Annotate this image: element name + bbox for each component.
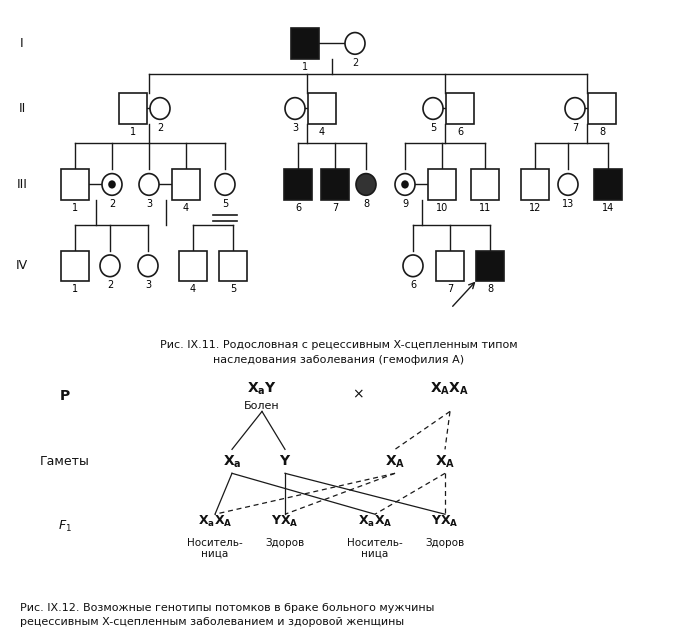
Bar — [476, 251, 504, 281]
Bar — [446, 93, 474, 123]
Text: 2: 2 — [109, 198, 115, 209]
Circle shape — [150, 98, 170, 120]
Text: Носитель-: Носитель- — [347, 538, 403, 548]
Text: Р: Р — [60, 389, 70, 403]
Text: $\mathbf{X_a}$: $\mathbf{X_a}$ — [222, 453, 241, 469]
Text: 8: 8 — [599, 127, 605, 137]
Text: рецессивным X-сцепленным заболеванием и здоровой женщины: рецессивным X-сцепленным заболеванием и … — [20, 617, 404, 627]
Text: 8: 8 — [487, 284, 493, 294]
Text: 7: 7 — [332, 203, 338, 213]
Bar — [291, 28, 319, 59]
Text: ница: ница — [201, 548, 228, 558]
Text: 1: 1 — [72, 203, 78, 213]
Circle shape — [108, 181, 116, 188]
Bar — [61, 169, 89, 200]
Text: 5: 5 — [230, 284, 236, 294]
Text: III: III — [16, 178, 27, 191]
Circle shape — [100, 255, 120, 277]
Text: $F_1$: $F_1$ — [58, 519, 72, 534]
Text: 3: 3 — [145, 280, 151, 290]
Text: 1: 1 — [72, 284, 78, 294]
Circle shape — [102, 174, 122, 195]
Text: 6: 6 — [457, 127, 463, 137]
Text: ница: ница — [361, 548, 388, 558]
Bar — [471, 169, 499, 200]
Text: 4: 4 — [319, 127, 325, 137]
Text: 8: 8 — [363, 198, 369, 209]
Text: Здоров: Здоров — [425, 538, 464, 548]
Text: 7: 7 — [572, 123, 578, 132]
Circle shape — [395, 174, 415, 195]
Text: 9: 9 — [402, 198, 408, 209]
Bar — [521, 169, 549, 200]
Circle shape — [345, 32, 365, 54]
Text: 5: 5 — [430, 123, 436, 132]
Circle shape — [565, 98, 585, 120]
Circle shape — [403, 255, 423, 277]
Text: 7: 7 — [447, 284, 453, 294]
Bar — [119, 93, 147, 123]
Text: 14: 14 — [602, 203, 614, 213]
Text: наследования заболевания (гемофилия А): наследования заболевания (гемофилия А) — [214, 355, 464, 365]
Bar — [594, 169, 622, 200]
Bar — [179, 251, 207, 281]
Text: Здоров: Здоров — [265, 538, 304, 548]
Circle shape — [356, 174, 376, 195]
Text: II: II — [18, 102, 26, 115]
Bar — [436, 251, 464, 281]
Bar — [172, 169, 200, 200]
Text: 5: 5 — [222, 198, 228, 209]
Text: 4: 4 — [183, 203, 189, 213]
Text: $\mathbf{X_A}$: $\mathbf{X_A}$ — [435, 453, 455, 469]
Text: I: I — [20, 37, 24, 50]
Text: Болен: Болен — [244, 401, 280, 411]
Text: $\mathbf{Y}$: $\mathbf{Y}$ — [279, 454, 291, 468]
Text: $\mathbf{X_aY}$: $\mathbf{X_aY}$ — [247, 380, 277, 397]
Text: $\mathbf{YX_A}$: $\mathbf{YX_A}$ — [271, 514, 299, 529]
Text: 2: 2 — [352, 57, 358, 67]
Bar — [321, 169, 349, 200]
Text: Носитель-: Носитель- — [187, 538, 243, 548]
Text: ×: × — [352, 387, 364, 401]
Text: 2: 2 — [157, 123, 163, 132]
Text: Рис. IX.11. Родословная с рецессивным X-сцепленным типом: Рис. IX.11. Родословная с рецессивным X-… — [160, 340, 518, 350]
Text: Рис. IX.12. Возможные генотипы потомков в браке больного мужчины: Рис. IX.12. Возможные генотипы потомков … — [20, 603, 435, 613]
Text: $\mathbf{X_aX_A}$: $\mathbf{X_aX_A}$ — [198, 514, 233, 529]
Circle shape — [215, 174, 235, 195]
Text: 13: 13 — [562, 198, 574, 209]
Text: 4: 4 — [190, 284, 196, 294]
Bar — [219, 251, 247, 281]
Text: 10: 10 — [436, 203, 448, 213]
Text: 1: 1 — [130, 127, 136, 137]
Text: $\mathbf{X_AX_A}$: $\mathbf{X_AX_A}$ — [431, 380, 470, 397]
Text: 3: 3 — [292, 123, 298, 132]
Text: IV: IV — [16, 259, 28, 272]
Circle shape — [138, 255, 158, 277]
Text: $\mathbf{X_A}$: $\mathbf{X_A}$ — [385, 453, 405, 469]
Circle shape — [401, 181, 409, 188]
Circle shape — [285, 98, 305, 120]
Text: 2: 2 — [107, 280, 113, 290]
Text: $\mathbf{X_aX_A}$: $\mathbf{X_aX_A}$ — [358, 514, 393, 529]
Circle shape — [423, 98, 443, 120]
Circle shape — [139, 174, 159, 195]
Text: 1: 1 — [302, 62, 308, 72]
Bar — [308, 93, 336, 123]
Text: 12: 12 — [529, 203, 541, 213]
Circle shape — [558, 174, 578, 195]
Text: 11: 11 — [479, 203, 491, 213]
Text: 6: 6 — [410, 280, 416, 290]
Bar — [588, 93, 616, 123]
Text: $\mathbf{YX_A}$: $\mathbf{YX_A}$ — [431, 514, 459, 529]
Text: 3: 3 — [146, 198, 152, 209]
Text: 6: 6 — [295, 203, 301, 213]
Bar — [284, 169, 312, 200]
Bar — [61, 251, 89, 281]
Bar — [428, 169, 456, 200]
Text: Гаметы: Гаметы — [40, 455, 90, 468]
